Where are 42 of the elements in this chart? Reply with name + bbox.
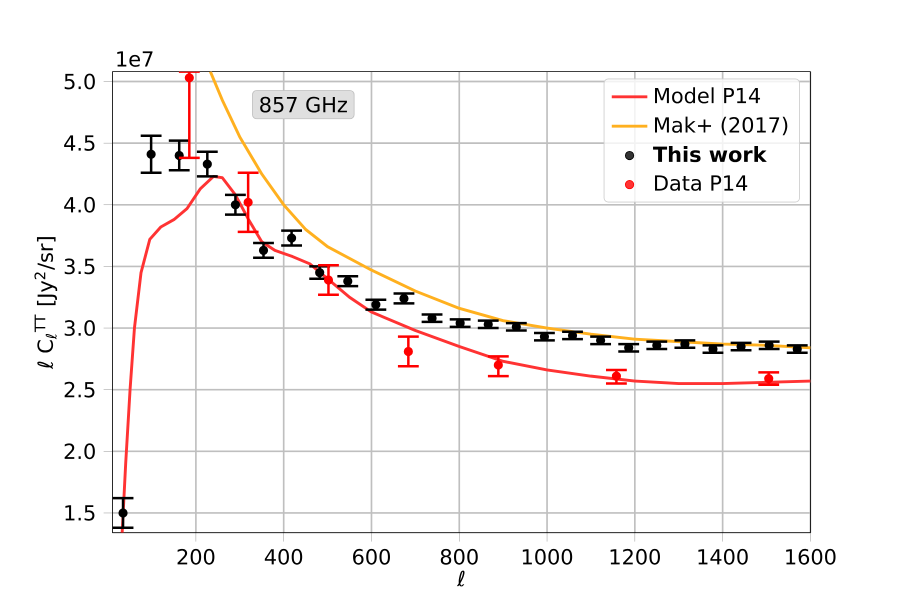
point	[118, 508, 128, 518]
point	[202, 160, 212, 169]
point	[324, 275, 334, 285]
x-tick-label: 800	[440, 548, 478, 565]
x-tick-label: 1400	[698, 548, 748, 565]
annotation: 857 GHz	[260, 96, 347, 113]
legend-label: Mak+ (2017)	[655, 116, 788, 136]
y-tick-label: 3.5	[64, 258, 94, 274]
x-tick-label: 200	[178, 548, 214, 565]
y-tick-label: 5.0	[64, 74, 95, 90]
point	[404, 346, 413, 356]
point	[399, 294, 409, 304]
text: 1e7	[117, 51, 153, 67]
x-tick-label: 1000	[522, 548, 572, 565]
x-tick-label: 400	[264, 548, 302, 565]
point	[494, 360, 503, 370]
x-tick-label: 1600	[786, 548, 836, 565]
x-tick-label: 1200	[610, 548, 660, 565]
y-tick-label: 1.5	[65, 505, 94, 521]
y-tick-label: 3.0	[64, 320, 95, 336]
point	[230, 200, 240, 210]
y-tick-label: 4.5	[64, 135, 94, 151]
point	[315, 268, 324, 278]
y-tick-label: 4.0	[64, 196, 95, 213]
point	[343, 276, 352, 286]
point	[764, 374, 774, 384]
x-tick-label: 600	[353, 548, 390, 565]
point	[612, 372, 621, 381]
point	[258, 246, 268, 255]
point	[146, 150, 156, 159]
legend-label: Data P14	[655, 175, 748, 191]
legend-label: Model P14	[655, 87, 760, 104]
point	[371, 300, 380, 310]
y-axis-title: ℓ C$_{ℓ}$$^{TT}$ [Jy$^{2}$/sr]	[34, 237, 58, 370]
point	[244, 198, 253, 207]
x-axis-title: ℓ	[456, 570, 465, 586]
line-series	[208, 72, 810, 350]
line-series	[120, 174, 810, 533]
y-tick-label: 2.5	[64, 382, 94, 398]
point	[287, 233, 296, 243]
legend-label: This work	[653, 146, 767, 162]
y-tick-label: 2.0	[64, 443, 95, 460]
